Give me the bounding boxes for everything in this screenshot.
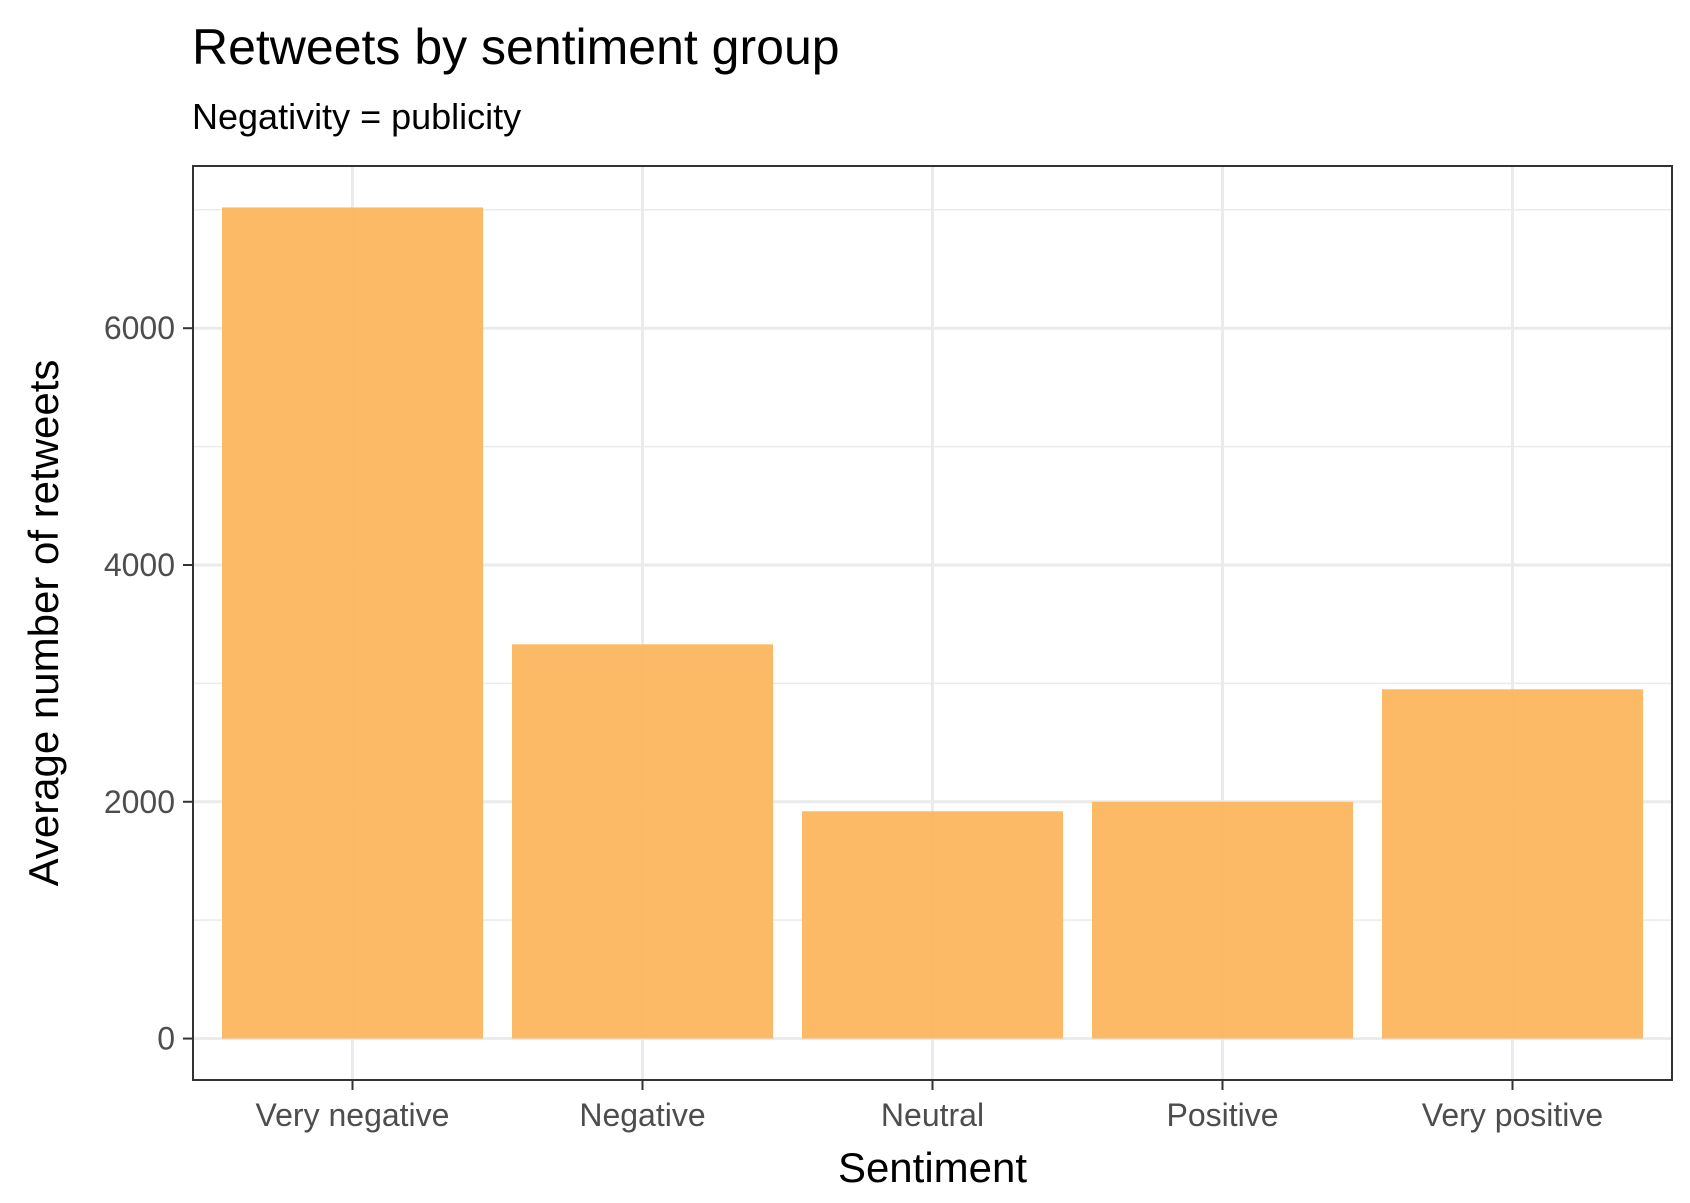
y-tick-label: 2000 (104, 784, 175, 820)
bar (222, 207, 483, 1039)
x-tick-label: Very negative (256, 1097, 450, 1133)
y-tick-label: 0 (157, 1021, 175, 1057)
y-tick-label: 4000 (104, 547, 175, 583)
bar (802, 811, 1063, 1039)
x-axis-ticks: Very negative Negative Neutral Positive Very… (256, 1080, 1603, 1133)
chart-subtitle: Negativity = publicity (192, 96, 522, 137)
chart-title: Retweets by sentiment group (192, 19, 840, 75)
x-tick-label: Neutral (881, 1097, 984, 1133)
y-axis-title: Average number of retweets (20, 360, 67, 887)
x-tick-label: Very positive (1422, 1097, 1603, 1133)
x-tick-label: Positive (1166, 1097, 1278, 1133)
bar (1092, 801, 1353, 1039)
y-axis-ticks: 0 2000 4000 6000 (104, 310, 193, 1057)
y-tick-label: 6000 (104, 310, 175, 346)
x-tick-label: Negative (579, 1097, 705, 1133)
bar (1382, 689, 1643, 1039)
x-axis-title: Sentiment (838, 1144, 1027, 1191)
bar (512, 644, 773, 1039)
bars-group (222, 207, 1643, 1039)
